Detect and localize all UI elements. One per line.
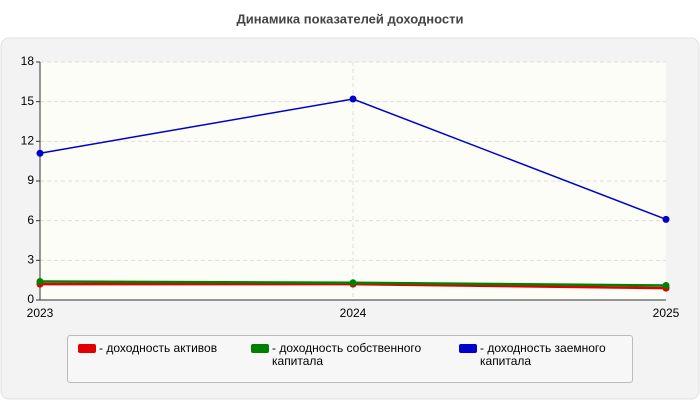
point	[662, 281, 670, 289]
legend-swatch	[78, 344, 96, 353]
point	[36, 277, 44, 285]
legend-item: - доходность собственного капитала	[251, 342, 441, 368]
legend-label: - доходность заемного капитала	[480, 341, 606, 368]
y-tick-label: 3	[27, 253, 34, 267]
legend-item: - доходность заемного капитала	[459, 342, 619, 368]
y-tick-label: 12	[21, 134, 35, 148]
point	[662, 215, 670, 223]
legend-item: - доходность активов	[78, 342, 238, 355]
point	[349, 95, 357, 103]
chart-title: Динамика показателей доходности	[236, 11, 463, 26]
y-tick-label: 0	[27, 292, 34, 306]
y-tick-label: 18	[21, 54, 35, 68]
x-tick-label: 2023	[27, 306, 54, 320]
legend: - доходность активов - доходность собстве…	[67, 335, 633, 383]
legend-swatch	[459, 344, 477, 353]
y-tick-label: 6	[27, 213, 34, 227]
y-tick-label: 9	[27, 173, 34, 187]
y-tick-label: 15	[21, 94, 35, 108]
x-tick-label: 2024	[340, 306, 367, 320]
point	[349, 279, 357, 287]
point	[36, 149, 44, 157]
legend-swatch	[251, 344, 269, 353]
legend-label: - доходность активов	[99, 341, 218, 355]
legend-label: - доходность собственного капитала	[272, 341, 422, 368]
x-tick-label: 2025	[653, 306, 680, 320]
